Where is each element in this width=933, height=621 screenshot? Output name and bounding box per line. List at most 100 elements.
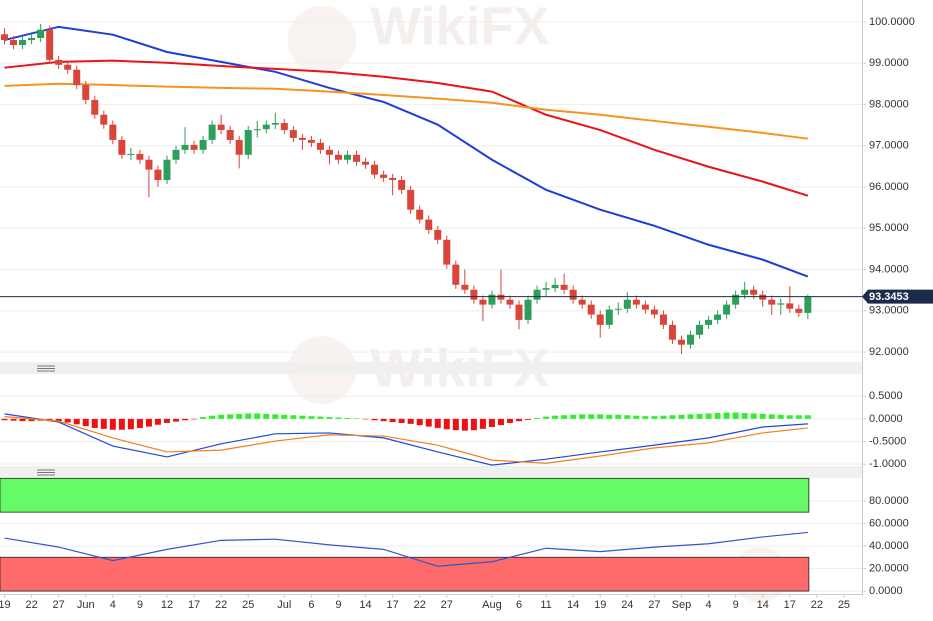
candle-body bbox=[777, 303, 785, 305]
histogram-bar bbox=[173, 418, 180, 422]
x-tick-label: 25 bbox=[242, 599, 254, 611]
candle-body bbox=[325, 149, 333, 155]
divider-grip bbox=[37, 365, 55, 476]
histogram-bar bbox=[236, 413, 243, 419]
candle-body bbox=[46, 29, 54, 60]
histogram-bar bbox=[263, 413, 270, 419]
histogram-bar bbox=[200, 417, 207, 419]
indicator-line bbox=[4, 25, 809, 278]
candle-body bbox=[650, 309, 658, 315]
candle-body bbox=[696, 324, 704, 335]
x-tick-label: Jul bbox=[277, 599, 291, 611]
histogram-bar bbox=[516, 418, 523, 422]
candle-body bbox=[714, 314, 722, 320]
x-tick-label: 9 bbox=[733, 599, 739, 611]
y-tick-label: 80.0000 bbox=[869, 495, 909, 507]
x-tick-label: 22 bbox=[25, 599, 37, 611]
candle-body bbox=[434, 229, 442, 240]
histogram-bar bbox=[597, 414, 604, 419]
histogram-bar bbox=[606, 414, 613, 419]
x-tick-label: 22 bbox=[414, 599, 426, 611]
histogram-bar bbox=[588, 414, 595, 419]
y-tick-label: 0.5000 bbox=[869, 390, 903, 402]
histogram-bar bbox=[633, 415, 640, 419]
histogram-bar bbox=[696, 413, 703, 419]
histogram-bar bbox=[209, 415, 216, 419]
histogram-bar bbox=[64, 418, 71, 423]
histogram-bar bbox=[741, 412, 748, 419]
panel-divider[interactable] bbox=[0, 362, 862, 374]
histogram-bar bbox=[290, 415, 297, 419]
last-price-tag bbox=[862, 289, 933, 304]
histogram-bar bbox=[91, 418, 98, 428]
candle-body bbox=[154, 169, 162, 180]
histogram-bar bbox=[750, 413, 757, 419]
candle-body bbox=[118, 139, 126, 155]
candle-body bbox=[82, 85, 90, 100]
y-tick-label: 94.0000 bbox=[869, 263, 909, 275]
histogram-bar bbox=[570, 414, 577, 419]
histogram-bar bbox=[525, 418, 532, 420]
candle-body bbox=[389, 177, 397, 180]
candle-body bbox=[470, 289, 478, 300]
x-tick-label: 27 bbox=[648, 599, 660, 611]
x-tick-label: Aug bbox=[482, 599, 502, 611]
x-tick-label: 9 bbox=[137, 599, 143, 611]
histogram-bar bbox=[615, 414, 622, 419]
candle-body bbox=[235, 139, 243, 155]
histogram-bar bbox=[714, 412, 721, 419]
candle-body bbox=[407, 189, 415, 210]
candle-body bbox=[226, 130, 234, 140]
candle-body bbox=[488, 294, 496, 305]
histogram-bar bbox=[651, 416, 658, 419]
candle-body bbox=[723, 304, 731, 315]
candle-body bbox=[551, 284, 559, 289]
panel-divider[interactable] bbox=[0, 466, 862, 478]
histogram-bar bbox=[425, 418, 432, 427]
x-tick-label: 14 bbox=[757, 599, 769, 611]
histogram-bar bbox=[506, 418, 513, 423]
candle-body bbox=[398, 179, 406, 190]
histogram-bar bbox=[678, 414, 685, 419]
histogram-bar bbox=[389, 418, 396, 423]
histogram-bar bbox=[624, 415, 631, 419]
histogram-bar bbox=[136, 418, 143, 428]
candle-body bbox=[217, 124, 225, 131]
candle-body bbox=[181, 144, 189, 150]
histogram-bar bbox=[145, 418, 152, 427]
candle-body bbox=[316, 142, 324, 150]
histogram-bar bbox=[28, 418, 35, 422]
candle-body bbox=[199, 139, 207, 150]
histogram-bar bbox=[660, 415, 667, 419]
histogram-bar bbox=[534, 417, 541, 419]
candle-body bbox=[795, 308, 803, 313]
x-tick-label: 27 bbox=[441, 599, 453, 611]
x-tick-label: 22 bbox=[215, 599, 227, 611]
candle-body bbox=[741, 289, 749, 295]
candle-body bbox=[208, 124, 216, 140]
x-tick-label: 17 bbox=[188, 599, 200, 611]
candle-body bbox=[19, 40, 27, 45]
candle-body bbox=[497, 294, 505, 300]
y-tick-label: 40.0000 bbox=[869, 540, 909, 552]
candle-body bbox=[452, 264, 460, 285]
histogram-bar bbox=[416, 418, 423, 426]
histogram-bar bbox=[182, 418, 189, 421]
x-tick-label: 25 bbox=[838, 599, 850, 611]
candle-body bbox=[425, 219, 433, 230]
histogram-bar bbox=[82, 418, 89, 427]
candle-body bbox=[362, 161, 370, 165]
y-tick-label: -0.5000 bbox=[869, 435, 906, 447]
y-tick-label: 0.0000 bbox=[869, 413, 903, 425]
y-tick-label: 20.0000 bbox=[869, 562, 909, 574]
y-tick-label: 95.0000 bbox=[869, 222, 909, 234]
candle-body bbox=[353, 154, 361, 162]
histogram-bar bbox=[245, 413, 252, 419]
candle-body bbox=[136, 153, 144, 160]
candle-body bbox=[28, 37, 36, 41]
candle-body bbox=[759, 294, 767, 300]
histogram-bar bbox=[344, 417, 351, 419]
histogram-bar bbox=[73, 418, 80, 425]
histogram-bar bbox=[804, 415, 811, 419]
